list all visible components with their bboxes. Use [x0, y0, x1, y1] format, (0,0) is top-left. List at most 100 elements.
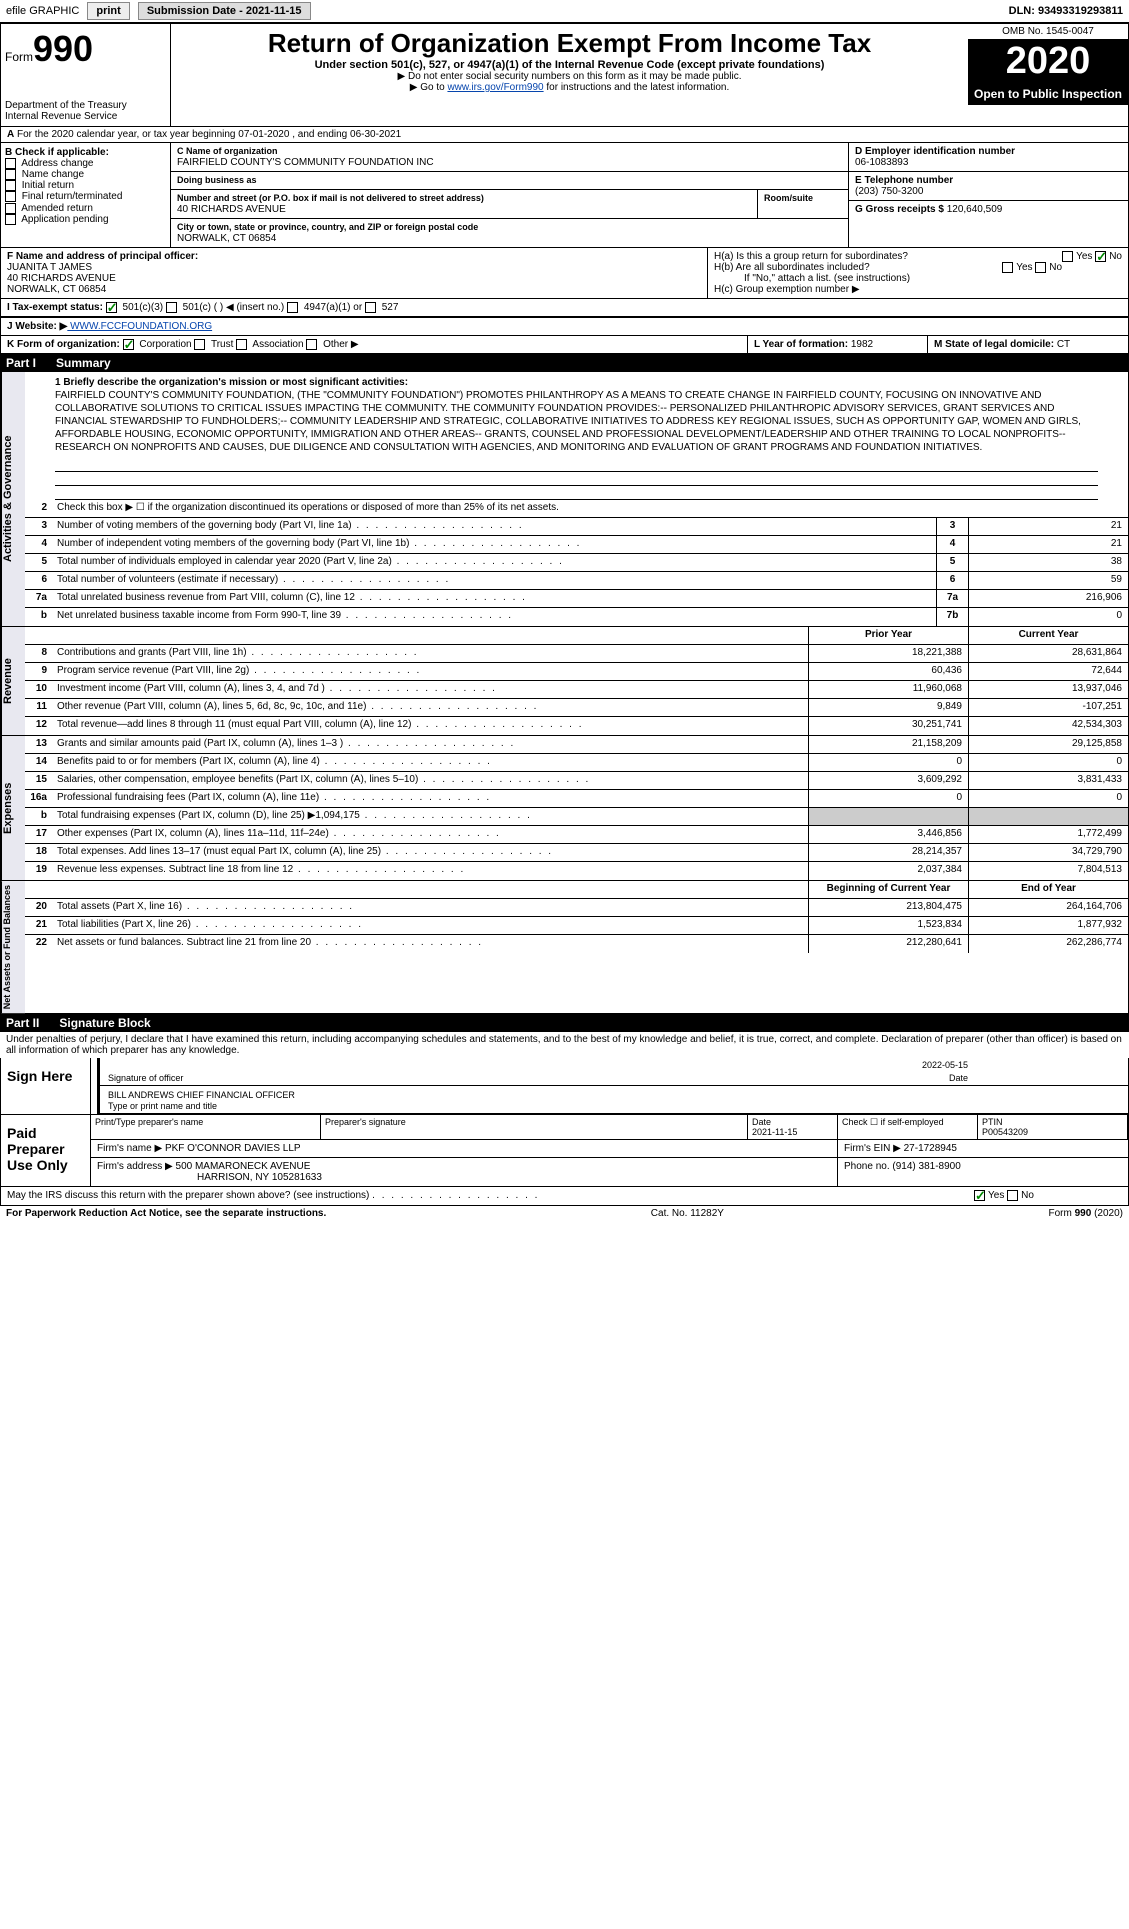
rule: [55, 472, 1098, 486]
m-label: M State of legal domicile:: [934, 339, 1054, 350]
line-box: 7b: [936, 608, 968, 626]
current-year-val: 1,877,932: [968, 917, 1128, 934]
boxb-checkbox[interactable]: [5, 214, 16, 225]
prior-year-val: 0: [808, 754, 968, 771]
taxexempt-checkbox[interactable]: [166, 302, 177, 313]
vert-netassets: Net Assets or Fund Balances: [1, 881, 25, 1013]
k-l-m-row: K Form of organization: Corporation Trus…: [0, 336, 1129, 354]
discuss-yes-checkbox[interactable]: [974, 1190, 985, 1201]
h-c: H(c) Group exemption number ▶: [714, 284, 1122, 295]
j-row: J Website: ▶ WWW.FCCFOUNDATION.ORG: [0, 318, 1129, 336]
boxb-item: Application pending: [5, 214, 166, 225]
expenses-section: Expenses 13Grants and similar amounts pa…: [0, 736, 1129, 881]
footer-left: For Paperwork Reduction Act Notice, see …: [6, 1208, 326, 1219]
state-domicile: CT: [1057, 339, 1070, 350]
line-val: 21: [968, 536, 1128, 553]
prior-year-val: 212,280,641: [808, 935, 968, 953]
city: NORWALK, CT 06854: [177, 233, 276, 244]
line-val: 21: [968, 518, 1128, 535]
prior-year-val: 9,849: [808, 699, 968, 716]
room-label: Room/suite: [764, 193, 813, 203]
line-box: 6: [936, 572, 968, 589]
k-checkbox[interactable]: [236, 339, 247, 350]
penalty-text: Under penalties of perjury, I declare th…: [0, 1032, 1129, 1058]
ha-yes-checkbox[interactable]: [1062, 251, 1073, 262]
current-year-val: 28,631,864: [968, 645, 1128, 662]
current-year-val: 34,729,790: [968, 844, 1128, 861]
revenue-section: Revenue Prior YearCurrent Year 8Contribu…: [0, 627, 1129, 736]
rule: [55, 458, 1098, 472]
irs-link[interactable]: www.irs.gov/Form990: [447, 82, 543, 93]
taxexempt-checkbox[interactable]: [287, 302, 298, 313]
top-bar: efile GRAPHIC print Submission Date - 20…: [0, 0, 1129, 23]
print-button[interactable]: print: [87, 2, 129, 20]
current-year-val: 7,804,513: [968, 862, 1128, 880]
footer: For Paperwork Reduction Act Notice, see …: [0, 1206, 1129, 1221]
line-text: Other revenue (Part VIII, column (A), li…: [53, 699, 808, 716]
date-label: Date: [949, 1073, 968, 1083]
taxexempt-checkbox[interactable]: [365, 302, 376, 313]
boxb-checkbox[interactable]: [5, 203, 16, 214]
taxexempt-checkbox[interactable]: [106, 302, 117, 313]
h-a: H(a) Is this a group return for subordin…: [714, 251, 1122, 262]
k-checkbox[interactable]: [194, 339, 205, 350]
form-number: Form990: [5, 28, 166, 70]
prior-year-val: 30,251,741: [808, 717, 968, 735]
firm-addr1: 500 MAMARONECK AVENUE: [176, 1161, 311, 1172]
line-text: Grants and similar amounts paid (Part IX…: [53, 736, 808, 753]
prior-year-val: 28,214,357: [808, 844, 968, 861]
year-formation: 1982: [851, 339, 873, 350]
boxb-checkbox[interactable]: [5, 180, 16, 191]
line-text: Program service revenue (Part VIII, line…: [53, 663, 808, 680]
officer-printed: BILL ANDREWS CHIEF FINANCIAL OFFICER: [108, 1090, 295, 1100]
i-j-row: I Tax-exempt status: 501(c)(3) 501(c) ( …: [0, 299, 1129, 318]
current-year-val: 0: [968, 790, 1128, 807]
current-year-val: 1,772,499: [968, 826, 1128, 843]
boxb-item: Initial return: [5, 180, 166, 191]
vert-expenses: Expenses: [1, 736, 25, 880]
k-checkbox[interactable]: [123, 339, 134, 350]
discuss-row: May the IRS discuss this return with the…: [0, 1187, 1129, 1205]
addr-label: Firm's address ▶: [97, 1161, 173, 1172]
line-text: Other expenses (Part IX, column (A), lin…: [53, 826, 808, 843]
ein: 06-1083893: [855, 157, 908, 168]
line-val: 59: [968, 572, 1128, 589]
prior-year-hdr: Prior Year: [808, 627, 968, 644]
line-text: Benefits paid to or for members (Part IX…: [53, 754, 808, 771]
boxb-checkbox[interactable]: [5, 169, 16, 180]
d-label: D Employer identification number: [855, 146, 1015, 157]
boxb-item: Address change: [5, 158, 166, 169]
part1-header: Part ISummary: [0, 354, 1129, 372]
line-box: 4: [936, 536, 968, 553]
f-h-row: F Name and address of principal officer:…: [0, 248, 1129, 299]
line-text: Salaries, other compensation, employee b…: [53, 772, 808, 789]
submission-date-button[interactable]: Submission Date - 2021-11-15: [138, 2, 311, 20]
line-box: 7a: [936, 590, 968, 607]
website-link[interactable]: WWW.FCCFOUNDATION.ORG: [67, 321, 212, 332]
tax-year: 2020: [968, 40, 1128, 83]
current-year-val: 0: [968, 754, 1128, 771]
boxb-checkbox[interactable]: [5, 191, 16, 202]
hb-yes-checkbox[interactable]: [1002, 262, 1013, 273]
mission-label: 1 Briefly describe the organization's mi…: [55, 377, 408, 388]
ha-no-checkbox[interactable]: [1095, 251, 1106, 262]
hb-no-checkbox[interactable]: [1035, 262, 1046, 273]
line-text: Revenue less expenses. Subtract line 18 …: [53, 862, 808, 880]
current-year-val: 262,286,774: [968, 935, 1128, 953]
firm-ein: 27-1728945: [904, 1143, 957, 1154]
boxb-checkbox[interactable]: [5, 158, 16, 169]
gross-receipts: 120,640,509: [947, 204, 1003, 215]
k-label: K Form of organization:: [7, 339, 120, 350]
line-text: Professional fundraising fees (Part IX, …: [53, 790, 808, 807]
efile-label: efile GRAPHIC: [6, 5, 79, 17]
city-label: City or town, state or province, country…: [177, 222, 478, 232]
i-label: I Tax-exempt status:: [7, 302, 103, 313]
line-text: Total number of individuals employed in …: [53, 554, 936, 571]
line-text: Contributions and grants (Part VIII, lin…: [53, 645, 808, 662]
g-label: G Gross receipts $: [855, 204, 944, 215]
discuss-no-checkbox[interactable]: [1007, 1190, 1018, 1201]
k-checkbox[interactable]: [306, 339, 317, 350]
current-year-val: -107,251: [968, 699, 1128, 716]
line-text: Net unrelated business taxable income fr…: [53, 608, 936, 626]
line-text: Total assets (Part X, line 16): [53, 899, 808, 916]
